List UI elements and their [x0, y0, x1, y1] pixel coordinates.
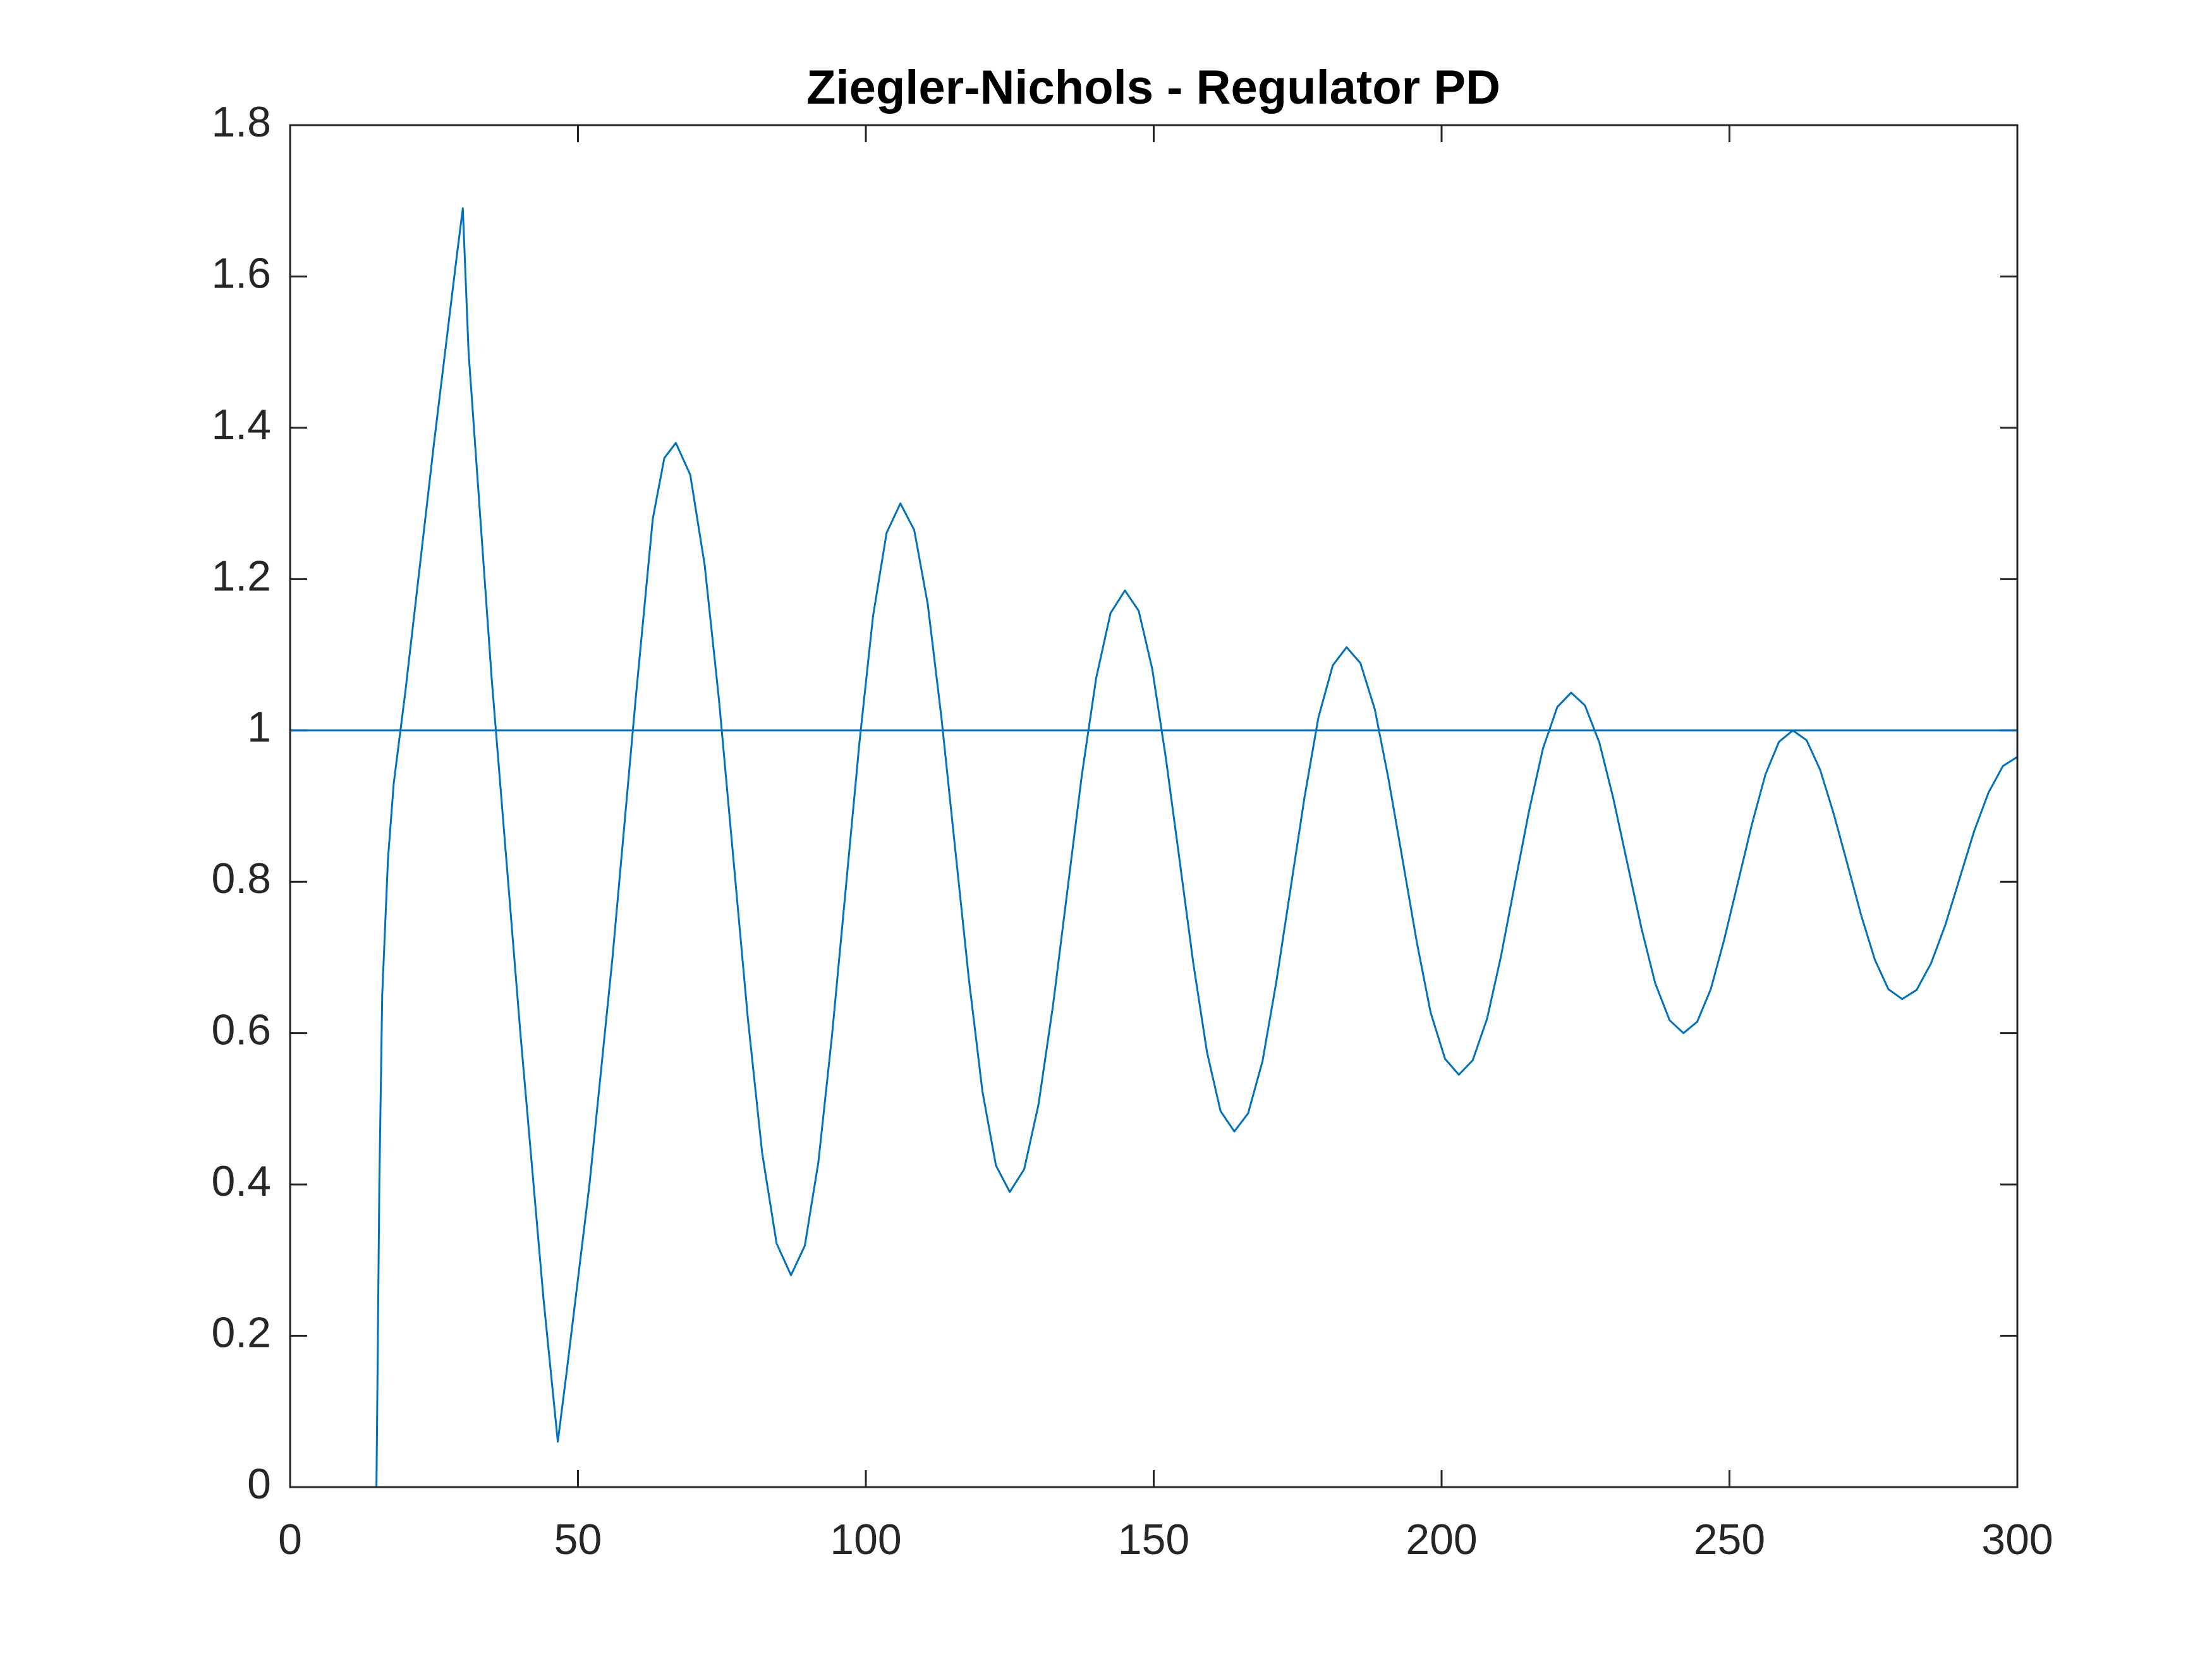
- x-tick-label: 100: [830, 1516, 901, 1564]
- data-line: [290, 207, 2018, 1488]
- y-tick-label: 1.4: [211, 401, 271, 449]
- y-tick-label: 0.6: [211, 1006, 271, 1054]
- y-tick-label: 1.8: [211, 98, 271, 146]
- chart-title: Ziegler-Nichols - Regulator PD: [806, 61, 1500, 114]
- y-tick-label: 0.4: [211, 1157, 271, 1205]
- x-tick-label: 0: [278, 1516, 302, 1564]
- x-tick-label: 150: [1118, 1516, 1189, 1564]
- y-tick-label: 0: [247, 1460, 271, 1508]
- y-tick-label: 1.2: [211, 552, 271, 600]
- y-tick-label: 1: [247, 703, 271, 751]
- x-tick-label: 250: [1694, 1516, 1765, 1564]
- y-tick-label: 0.8: [211, 854, 271, 902]
- y-tick-label: 1.6: [211, 249, 271, 297]
- plot-frame: [289, 124, 2019, 1488]
- y-tick-label: 0.2: [211, 1309, 271, 1357]
- x-tick-label: 50: [554, 1516, 602, 1564]
- x-tick-label: 200: [1406, 1516, 1477, 1564]
- x-tick-label: 300: [1981, 1516, 2053, 1564]
